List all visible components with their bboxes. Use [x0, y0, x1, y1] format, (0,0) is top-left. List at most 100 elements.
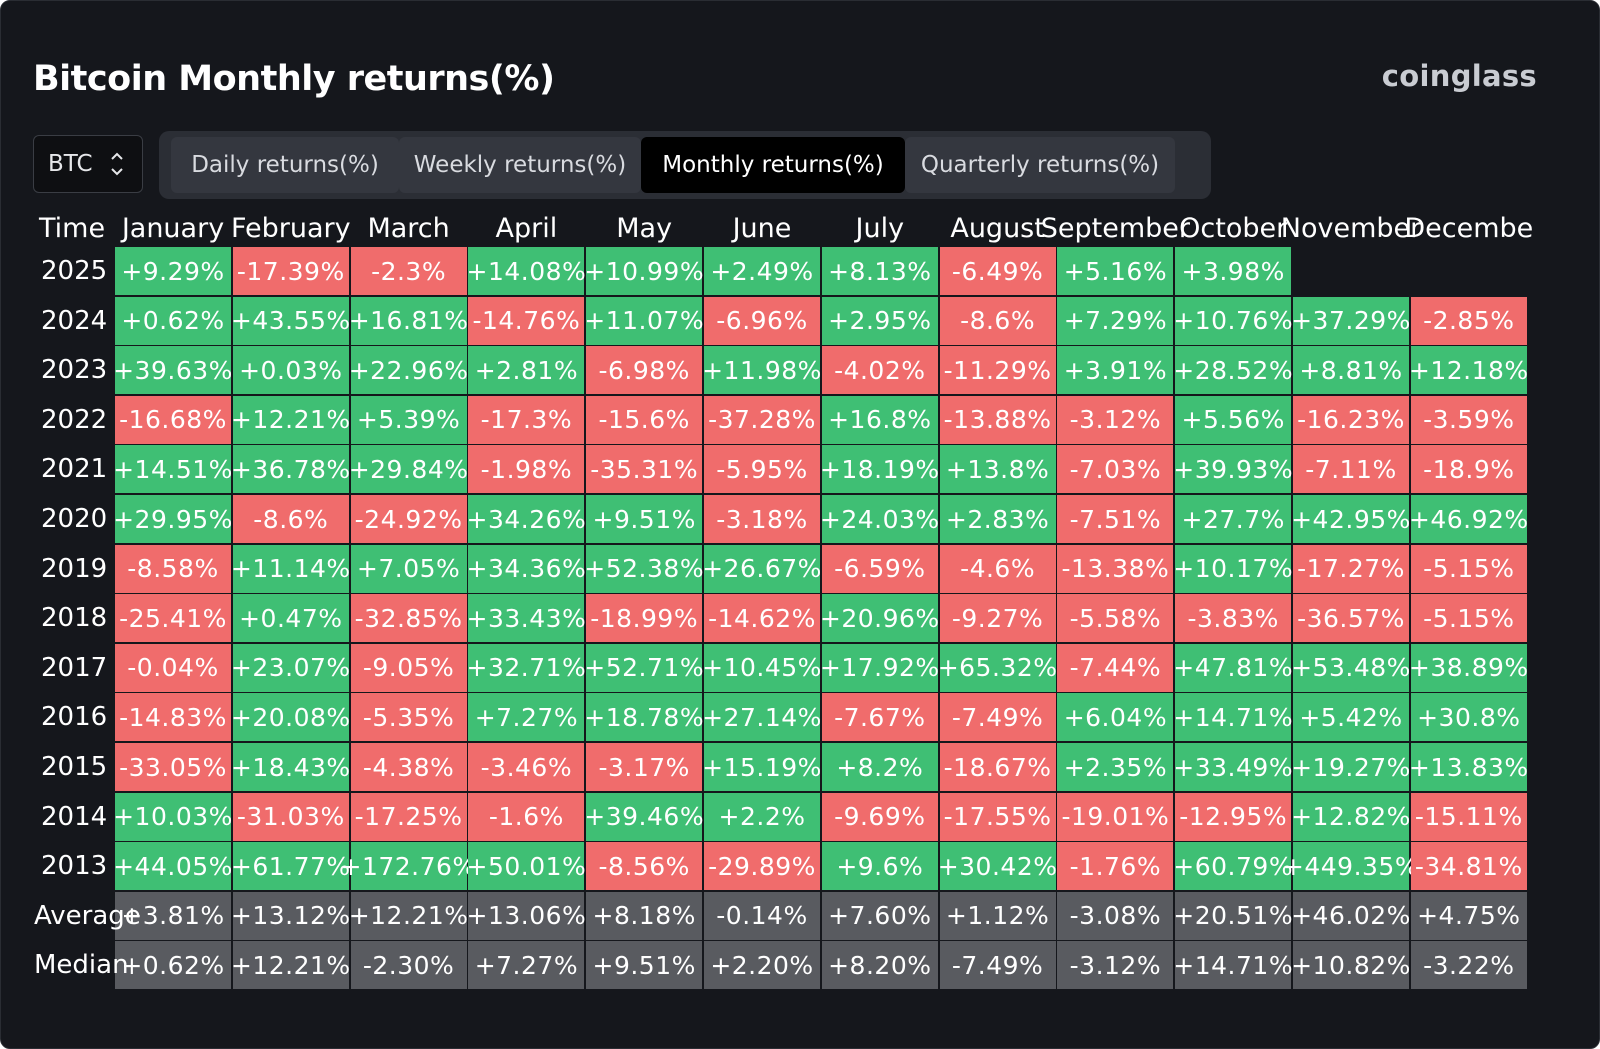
return-cell: -24.92% — [350, 495, 467, 543]
return-cell: -34.81% — [1410, 842, 1527, 891]
return-cell: +47.81% — [1173, 643, 1293, 692]
return-cell: +15.19% — [702, 743, 821, 791]
return-cell: +33.43% — [467, 594, 586, 643]
return-cell: -18.99% — [586, 594, 703, 643]
return-cell: +39.93% — [1173, 445, 1293, 494]
return-cell: -32.85% — [350, 594, 467, 643]
return-cell: +32.71% — [467, 643, 586, 692]
return-cell: -5.35% — [350, 693, 467, 742]
return-cell: +7.05% — [350, 544, 467, 593]
return-cell: -19.01% — [1057, 792, 1174, 841]
summary-cell: -2.30% — [350, 941, 467, 990]
return-cell: +20.96% — [820, 594, 939, 643]
row-year-label: 2017 — [41, 652, 108, 683]
return-cell: -7.49% — [939, 693, 1056, 742]
column-header-month: May — [616, 212, 673, 244]
tab-daily-returns[interactable]: Daily returns(%) — [171, 137, 399, 193]
return-cell: +43.55% — [231, 296, 350, 345]
return-cell: +449.35% — [1283, 842, 1419, 891]
return-cell: -37.28% — [704, 395, 820, 444]
column-header-month: April — [495, 212, 558, 244]
return-cell: +26.67% — [702, 544, 821, 593]
summary-cell: +0.62% — [115, 941, 231, 990]
tab-quarterly-returns[interactable]: Quarterly returns(%) — [905, 137, 1175, 193]
return-cell: +36.78% — [231, 445, 350, 494]
return-cell: -17.39% — [232, 247, 349, 295]
return-cell: +50.01% — [467, 842, 586, 891]
return-cell: -3.59% — [1410, 395, 1527, 444]
return-cell: -4.02% — [821, 346, 938, 395]
return-cell: -31.03% — [232, 792, 349, 841]
return-cell: +5.16% — [1057, 247, 1174, 295]
row-summary-label: Average — [34, 900, 141, 931]
return-cell: +12.21% — [231, 395, 350, 444]
return-cell: +17.92% — [820, 643, 939, 692]
return-cell: -2.3% — [350, 247, 467, 295]
return-cell: +2.35% — [1057, 743, 1174, 791]
return-cell: -3.17% — [586, 743, 703, 791]
return-cell: +18.43% — [231, 743, 350, 791]
return-cell: -6.49% — [939, 247, 1056, 295]
row-year-label: 2023 — [41, 355, 108, 386]
return-cell: +12.18% — [1409, 346, 1528, 395]
coin-select-value: BTC — [48, 151, 93, 177]
return-cell: -15.6% — [586, 395, 703, 444]
return-cell: +39.46% — [584, 792, 704, 841]
return-cell: +23.07% — [231, 643, 350, 692]
return-cell: -14.83% — [115, 693, 231, 742]
return-cell: -16.68% — [115, 395, 231, 444]
return-cell: -0.04% — [115, 643, 231, 692]
return-cell: -6.96% — [704, 296, 820, 345]
return-cell: +14.51% — [113, 445, 232, 494]
summary-cell: +12.21% — [231, 941, 350, 990]
row-year-label: 2016 — [41, 702, 108, 733]
return-cell: +2.81% — [468, 346, 585, 395]
summary-cell: +1.12% — [939, 891, 1056, 940]
return-cell: +22.96% — [349, 346, 468, 395]
return-cell: +27.7% — [1175, 495, 1292, 543]
return-cell: -25.41% — [115, 594, 231, 643]
row-year-label: 2018 — [41, 603, 108, 634]
summary-cell: +20.51% — [1173, 891, 1293, 940]
summary-cell: -3.12% — [1057, 941, 1174, 990]
return-cell: -15.11% — [1410, 792, 1527, 841]
return-cell: -13.38% — [1057, 544, 1174, 593]
return-cell: +2.49% — [704, 247, 820, 295]
return-cell: +10.17% — [1173, 544, 1293, 593]
row-year-label: 2021 — [41, 454, 108, 485]
return-cell: +27.14% — [702, 693, 821, 742]
return-cell: -33.05% — [115, 743, 231, 791]
return-cell: -9.27% — [939, 594, 1056, 643]
column-header-month: March — [367, 212, 450, 244]
return-cell: -7.51% — [1057, 495, 1174, 543]
return-cell: -5.58% — [1057, 594, 1174, 643]
return-cell: +61.77% — [231, 842, 350, 891]
return-cell: +39.63% — [113, 346, 232, 395]
return-cell: -7.11% — [1293, 445, 1409, 494]
column-header-month: January — [121, 212, 225, 244]
summary-cell: +14.71% — [1173, 941, 1293, 990]
return-cell: +34.36% — [467, 544, 586, 593]
return-cell: +8.81% — [1293, 346, 1409, 395]
summary-cell: +2.20% — [704, 941, 820, 990]
return-cell: -8.6% — [939, 296, 1056, 345]
return-cell: +5.42% — [1293, 693, 1409, 742]
return-cell: +18.78% — [584, 693, 704, 742]
column-header-month: June — [732, 212, 792, 244]
return-cell: -29.89% — [704, 842, 820, 891]
return-cell: +13.8% — [939, 445, 1056, 494]
return-cell: +0.62% — [115, 296, 231, 345]
return-cell: +33.49% — [1173, 743, 1293, 791]
return-cell: +6.04% — [1057, 693, 1174, 742]
summary-cell: +10.82% — [1291, 941, 1410, 990]
row-year-label: 2013 — [41, 851, 108, 882]
coin-select[interactable]: BTC — [33, 135, 143, 193]
row-year-label: 2024 — [41, 305, 108, 336]
return-cell: -1.98% — [468, 445, 585, 494]
tab-weekly-returns[interactable]: Weekly returns(%) — [399, 137, 641, 193]
summary-cell: +8.18% — [586, 891, 703, 940]
tab-monthly-returns[interactable]: Monthly returns(%) — [641, 137, 905, 193]
return-cell: +14.71% — [1173, 693, 1293, 742]
return-cell: -7.67% — [821, 693, 938, 742]
row-year-label: 2019 — [41, 553, 108, 584]
